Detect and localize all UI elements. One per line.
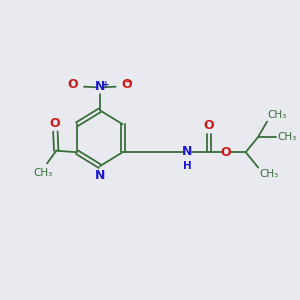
Text: O: O bbox=[68, 78, 79, 91]
Text: O: O bbox=[204, 119, 214, 132]
Text: O: O bbox=[50, 117, 60, 130]
Text: +: + bbox=[102, 80, 110, 89]
Text: H: H bbox=[183, 161, 192, 171]
Text: N: N bbox=[182, 145, 193, 158]
Text: O: O bbox=[121, 78, 132, 91]
Text: CH₃: CH₃ bbox=[278, 132, 297, 142]
Text: CH₃: CH₃ bbox=[33, 168, 52, 178]
Text: N: N bbox=[94, 80, 105, 93]
Text: N: N bbox=[94, 169, 105, 182]
Text: CH₃: CH₃ bbox=[260, 169, 279, 179]
Text: O: O bbox=[220, 146, 231, 159]
Text: CH₃: CH₃ bbox=[268, 110, 287, 120]
Text: −: − bbox=[124, 77, 133, 87]
